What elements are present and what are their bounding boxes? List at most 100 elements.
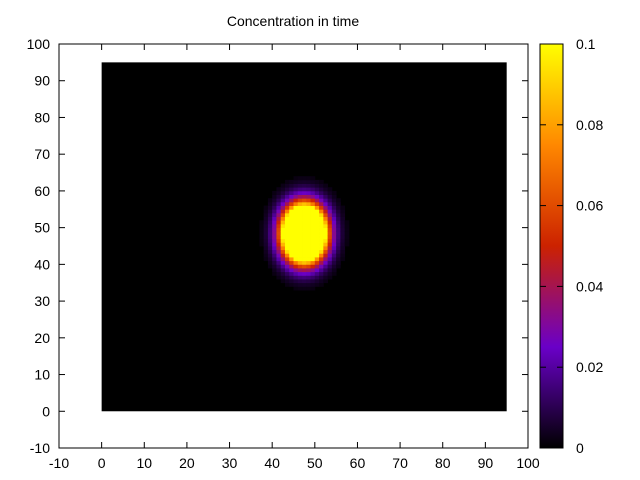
heatmap-cell	[293, 209, 299, 214]
heatmap-cell	[314, 268, 320, 273]
heatmap-cell	[263, 249, 269, 254]
heatmap-cell	[276, 212, 282, 218]
heatmap-cell	[284, 271, 290, 276]
heatmap-cell	[297, 264, 303, 269]
heatmap-cell	[272, 249, 277, 254]
heatmap-cell	[272, 209, 277, 214]
heatmap-cell	[263, 238, 269, 243]
heatmap-cell	[327, 260, 333, 265]
heatmap-cell	[306, 271, 311, 276]
heatmap-cell	[276, 268, 282, 273]
heatmap-cell	[302, 227, 307, 232]
heatmap-cell	[331, 201, 337, 206]
heatmap-cell	[302, 271, 307, 276]
x-axis: -10 0 10 20 30 40 50 60 70 80 90 100	[49, 44, 540, 471]
heatmap-cell	[263, 209, 269, 214]
heatmap-cell	[340, 242, 346, 247]
heatmap-cell	[306, 223, 311, 229]
heatmap-cell	[293, 212, 299, 218]
heatmap-cell	[276, 260, 282, 265]
heatmap-cell	[314, 282, 320, 287]
heatmap-cell	[340, 234, 346, 240]
heatmap-cell	[280, 194, 286, 199]
heatmap-cell	[276, 242, 282, 247]
heatmap-cell	[314, 275, 320, 280]
heatmap-cell	[319, 209, 324, 214]
heatmap-cell	[319, 212, 324, 218]
heatmap-cell	[267, 264, 273, 269]
heatmap-cell	[302, 234, 307, 240]
heatmap-cell	[280, 253, 286, 258]
heatmap-cell	[306, 216, 311, 221]
heatmap-cell	[289, 238, 294, 243]
heatmap-cell	[280, 260, 286, 265]
heatmap-cell	[319, 187, 324, 192]
heatmap-cell	[319, 179, 324, 184]
heatmap-cell	[340, 216, 346, 221]
heatmap-cell	[280, 205, 286, 210]
heatmap-cell	[336, 198, 341, 203]
heatmap-cell	[289, 275, 294, 280]
heatmap-cell	[302, 194, 307, 199]
heatmap-cell	[297, 176, 303, 181]
heatmap-cell	[289, 271, 294, 276]
heatmap-cell	[306, 268, 311, 273]
heatmap-cell	[267, 216, 273, 221]
heatmap-cell	[302, 257, 307, 262]
heatmap-cell	[344, 238, 350, 243]
heatmap-cell	[267, 231, 273, 236]
heatmap-cell	[289, 268, 294, 273]
heatmap-cell	[323, 223, 329, 229]
heatmap-cell	[327, 190, 333, 195]
heatmap-cell	[306, 246, 311, 251]
heatmap-cell	[276, 198, 282, 203]
heatmap-cell	[323, 198, 329, 203]
heatmap-cell	[297, 216, 303, 221]
heatmap-cell	[319, 268, 324, 273]
heatmap-cell	[331, 253, 337, 258]
heatmap-cell	[302, 268, 307, 273]
heatmap-cell	[297, 209, 303, 214]
heatmap-cell	[276, 190, 282, 195]
heatmap-cell	[331, 190, 337, 195]
heatmap-cell	[289, 194, 294, 199]
y-tick-label: 60	[34, 183, 50, 199]
heatmap-cell	[340, 227, 346, 232]
heatmap-cell	[319, 279, 324, 284]
heatmap-cell	[344, 223, 350, 229]
heatmap-cell	[293, 257, 299, 262]
heatmap-cell	[272, 220, 277, 225]
heatmap-cell	[327, 238, 333, 243]
heatmap-cell	[323, 249, 329, 254]
heatmap-cell	[344, 227, 350, 232]
heatmap-cell	[314, 183, 320, 188]
heatmap-cell	[314, 179, 320, 184]
heatmap-cell	[310, 179, 316, 184]
heatmap-cell	[336, 246, 341, 251]
heatmap-cell	[314, 209, 320, 214]
heatmap-cell	[293, 216, 299, 221]
heatmap-cell	[319, 194, 324, 199]
heatmap-cell	[280, 212, 286, 218]
heatmap-cell	[331, 260, 337, 265]
heatmap-cell	[284, 179, 290, 184]
heatmap-cell	[310, 190, 316, 195]
heatmap-cell	[314, 249, 320, 254]
heatmap-cell	[297, 205, 303, 210]
heatmap-cell	[289, 257, 294, 262]
heatmap-cell	[284, 198, 290, 203]
heatmap-cell	[306, 231, 311, 236]
heatmap-cell	[319, 223, 324, 229]
heatmap-cell	[323, 279, 329, 284]
heatmap-cell	[297, 201, 303, 206]
heatmap-cell	[302, 216, 307, 221]
heatmap-cell	[302, 176, 307, 181]
heatmap-cell	[272, 194, 277, 199]
heatmap-cell	[297, 279, 303, 284]
heatmap-cell	[314, 220, 320, 225]
heatmap-cell	[276, 205, 282, 210]
heatmap-cell	[310, 216, 316, 221]
heatmap-cell	[323, 227, 329, 232]
heatmap-cell	[331, 268, 337, 273]
heatmap-cell	[289, 282, 294, 287]
